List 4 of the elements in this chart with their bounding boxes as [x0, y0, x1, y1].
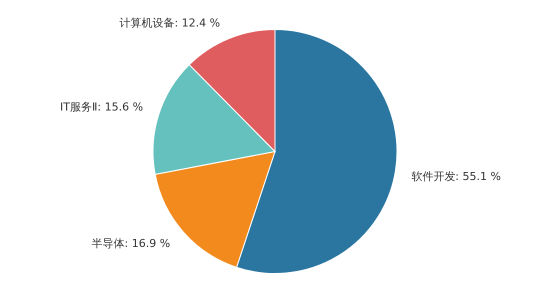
- slice-label: 半导体: 16.9 %: [92, 236, 170, 250]
- slice-label: 软件开发: 55.1 %: [411, 170, 501, 183]
- slice-label: IT服务Ⅱ: 15.6 %: [60, 100, 144, 114]
- slice-label: 计算机设备: 12.4 %: [119, 16, 220, 30]
